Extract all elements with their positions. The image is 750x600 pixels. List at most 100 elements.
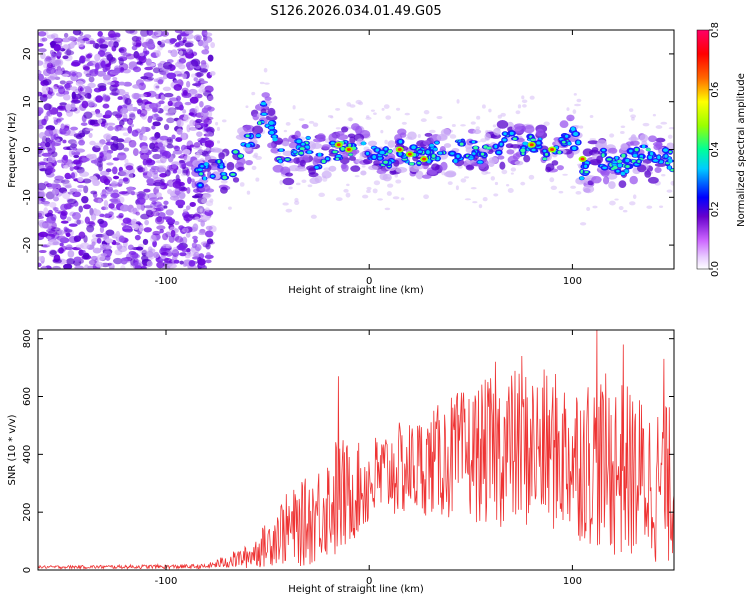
ridge-halo — [387, 140, 396, 148]
noise-blob — [198, 87, 206, 94]
noise-blob — [171, 134, 176, 140]
ridge-halo — [293, 157, 301, 164]
noise-blob — [128, 139, 137, 148]
ridge-core — [237, 154, 244, 159]
noise-blob — [188, 112, 195, 116]
noise-blob — [82, 204, 91, 210]
faint-blob — [500, 112, 506, 117]
ridge-peak — [529, 143, 534, 147]
noise-blob — [123, 147, 130, 152]
noise-blob — [205, 242, 211, 250]
ridge-core — [268, 121, 274, 125]
colorbar-gradient — [696, 29, 710, 270]
ridge-core — [580, 169, 584, 174]
faint-blob — [482, 196, 488, 202]
ridge-halo — [620, 143, 629, 151]
noise-blob — [182, 208, 188, 213]
noise-blob — [60, 220, 69, 224]
noise-blob — [59, 80, 66, 85]
ridge-halo — [367, 140, 378, 147]
faint-blob — [661, 174, 666, 177]
faint-blob — [478, 204, 483, 209]
noise-blob — [177, 48, 187, 52]
noise-blob — [204, 85, 214, 93]
ridge-core — [293, 150, 297, 154]
noise-blob — [199, 68, 208, 73]
faint-blob — [366, 189, 371, 193]
noise-blob — [39, 161, 48, 166]
faint-blob — [318, 192, 325, 198]
noise-blob — [99, 213, 105, 218]
ridge-halo — [360, 170, 367, 176]
faint-blob — [566, 107, 570, 111]
noise-blob — [184, 30, 194, 35]
faint-blob — [501, 169, 508, 175]
noise-blob — [70, 172, 76, 179]
noise-blob — [79, 55, 86, 63]
faint-blob — [520, 181, 526, 186]
faint-blob — [652, 113, 656, 117]
noise-blob — [52, 116, 58, 120]
noise-blob — [120, 50, 128, 56]
ridge-halo — [424, 132, 433, 137]
noise-blob — [91, 123, 101, 127]
faint-blob — [592, 205, 598, 209]
ridge-peak — [407, 152, 412, 156]
noise-blob — [108, 211, 114, 216]
noise-blob — [188, 213, 195, 219]
noise-blob — [172, 180, 182, 189]
faint-blob — [292, 105, 296, 110]
noise-blob — [166, 72, 177, 80]
noise-blob — [112, 76, 118, 81]
ridge-core — [375, 148, 380, 152]
noise-blob — [116, 138, 125, 143]
noise-blob — [70, 143, 78, 149]
noise-blob — [140, 145, 149, 154]
faint-blob — [386, 191, 392, 196]
noise-blob — [144, 128, 150, 132]
spectrogram-ytick-label: -10 — [22, 189, 33, 205]
noise-blob — [137, 165, 144, 173]
faint-blob — [228, 206, 232, 210]
ridge-halo — [422, 174, 432, 179]
faint-blob — [620, 125, 626, 129]
noise-blob — [49, 145, 56, 153]
noise-blob — [184, 42, 194, 48]
faint-blob — [366, 186, 372, 191]
ridge-core — [570, 126, 576, 131]
noise-blob — [43, 202, 50, 207]
ridge-core — [426, 150, 430, 155]
ridge-core — [564, 134, 569, 138]
faint-blob — [493, 193, 499, 197]
faint-blob — [485, 171, 491, 175]
noise-blob — [163, 92, 174, 98]
ridge-core — [496, 151, 501, 154]
noise-blob — [65, 80, 74, 85]
ridge-halo — [647, 176, 659, 184]
faint-blob — [575, 191, 582, 195]
noise-blob — [152, 240, 157, 248]
noise-blob — [38, 231, 49, 238]
noise-blob — [54, 210, 63, 214]
noise-blob — [77, 85, 83, 93]
noise-blob — [110, 192, 120, 199]
noise-blob — [60, 210, 68, 216]
noise-blob — [110, 181, 119, 188]
noise-blob — [38, 48, 47, 53]
faint-blob — [361, 165, 366, 168]
ridge-core — [409, 162, 415, 166]
ridge-core — [543, 149, 547, 153]
noise-blob — [138, 55, 147, 64]
faint-blob — [420, 118, 427, 122]
noise-blob — [106, 54, 114, 61]
noise-blob — [205, 259, 212, 264]
ridge-halo — [321, 144, 331, 150]
noise-blob — [189, 144, 195, 148]
spectrogram-ytick-label: 20 — [22, 48, 33, 61]
ridge-core — [255, 134, 261, 138]
noise-blob — [106, 186, 114, 192]
faint-blob — [349, 117, 353, 122]
ridge-core — [456, 154, 460, 158]
noise-blob — [172, 149, 183, 155]
